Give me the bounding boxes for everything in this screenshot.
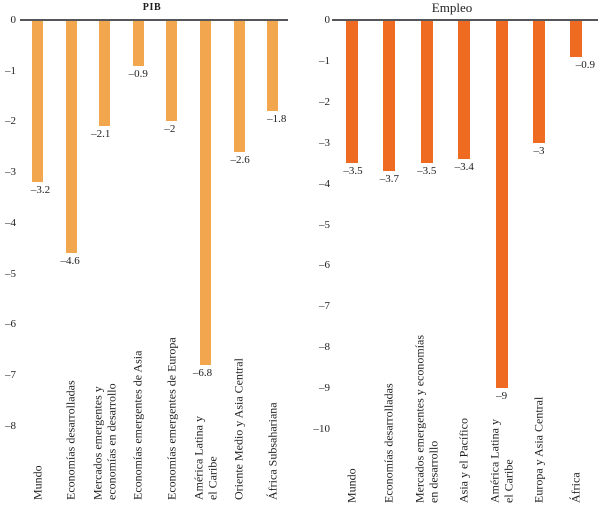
bar: [346, 20, 358, 164]
bar-value-label: –3.5: [343, 165, 363, 178]
bar: [383, 20, 396, 172]
y-tick-label: –8: [319, 341, 330, 354]
y-tick-label: –6: [319, 259, 330, 272]
y-tick-label: –4: [5, 216, 16, 229]
bar-value-label: –4.6: [60, 255, 80, 268]
bar-value-label: –1.8: [267, 113, 287, 126]
category-label: Mundo: [344, 468, 359, 503]
y-tick-label: –2: [5, 115, 16, 128]
empleo-chart-title: Empleo: [431, 0, 473, 15]
y-tick-label: –10: [313, 423, 331, 435]
y-tick-label: –7: [319, 300, 330, 313]
category-label: Europa y Asia Central: [531, 396, 546, 503]
bar-value-label: –3.4: [454, 161, 474, 174]
bar-value-label: –3.5: [417, 165, 437, 178]
y-tick-label: –3: [5, 166, 16, 179]
y-tick-label: 0: [324, 14, 331, 26]
bar-value-label: –3.2: [30, 184, 51, 197]
x-axis-line: [332, 19, 598, 21]
y-tick-label: –7: [5, 368, 16, 381]
bar: [166, 20, 178, 122]
bar-value-label: –6.8: [192, 366, 213, 379]
category-label: Asia y el Pacífico: [456, 418, 471, 503]
bar: [32, 20, 43, 183]
x-axis-line: [20, 19, 288, 21]
bar: [65, 20, 77, 254]
bar-value-label: –0.9: [128, 67, 148, 80]
y-tick-label: –5: [5, 267, 16, 280]
bar-value-label: –2: [164, 123, 176, 136]
bar: [267, 20, 279, 112]
category-label: África: [568, 472, 583, 503]
bar: [570, 20, 583, 57]
bar: [200, 20, 211, 365]
bar-value-label: –3.7: [379, 173, 400, 186]
y-tick-label: –3: [319, 136, 330, 149]
y-tick-label: –6: [5, 318, 16, 331]
bar: [233, 20, 245, 152]
bar: [458, 20, 471, 160]
bar-value-label: –0.9: [575, 58, 596, 71]
bar: [495, 20, 508, 389]
y-tick-label: 0: [10, 14, 17, 26]
bar-value-label: –2.1: [91, 128, 111, 141]
bar-value-label: –3: [533, 144, 545, 157]
bar-value-label: –2.6: [230, 153, 250, 166]
bar: [99, 20, 111, 127]
y-tick-label: –2: [319, 95, 330, 108]
y-tick-label: –1: [319, 54, 330, 67]
y-tick-label: –9: [319, 382, 330, 395]
category-label: Mercados emergentes y economías en desar…: [412, 334, 440, 503]
category-label: América Latina y el Caribe: [487, 419, 515, 503]
y-tick-label: –5: [319, 218, 330, 231]
y-tick-label: –8: [5, 419, 16, 432]
bar-value-label: –9: [496, 390, 508, 403]
pib-chart-title: PIB: [142, 2, 162, 13]
bar: [420, 20, 433, 164]
y-tick-label: –1: [5, 64, 16, 77]
y-tick-label: –4: [319, 177, 330, 190]
bar: [132, 20, 144, 66]
bar: [533, 20, 545, 143]
category-label: Economías desarrolladas: [381, 383, 396, 503]
